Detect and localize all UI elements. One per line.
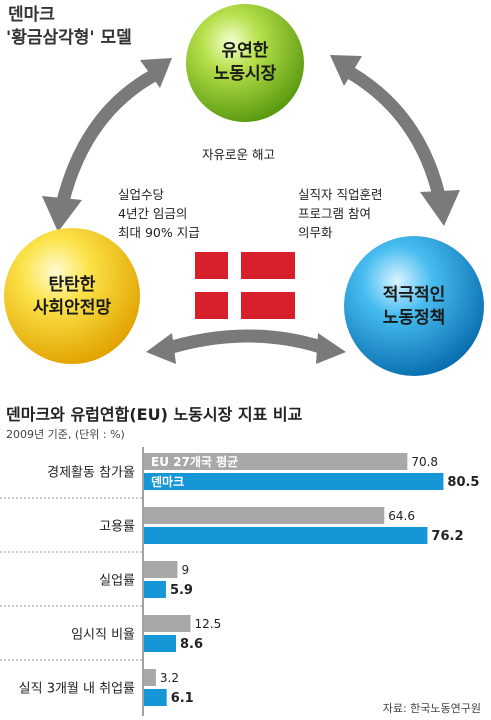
value-label-denmark: 76.2 xyxy=(431,529,463,544)
arrow-right xyxy=(338,62,447,202)
value-label-denmark: 80.5 xyxy=(447,475,479,490)
note-firing: 자유로운 해고 xyxy=(202,147,275,162)
denmark-flag xyxy=(195,252,295,319)
value-label-denmark: 8.6 xyxy=(180,637,203,652)
active-policy-label: 적극적인 노동정책 xyxy=(354,284,474,330)
category-label: 임시직 비율 xyxy=(71,628,135,643)
diagram-title-line1: 덴마크 xyxy=(8,5,55,25)
bar-denmark xyxy=(144,581,166,598)
flexible-market-circle xyxy=(186,4,304,122)
safety-net-label: 탄탄한 사회안전망 xyxy=(12,274,132,320)
safety-net-line1: 탄탄한 xyxy=(48,275,96,295)
golden-triangle-diagram xyxy=(4,4,484,376)
active-policy-circle xyxy=(344,236,484,376)
category-label: 실업률 xyxy=(99,574,135,589)
value-label-eu: 64.6 xyxy=(388,509,415,523)
flexible-market-label: 유연한 노동시장 xyxy=(190,40,300,86)
bar-eu xyxy=(144,615,191,632)
bar-denmark xyxy=(144,527,428,544)
flexible-market-line1: 유연한 xyxy=(221,41,269,61)
value-label-eu: 9 xyxy=(181,563,189,577)
arrow-left-head-bottom xyxy=(42,196,82,232)
category-label: 실직 3개월 내 취업률 xyxy=(19,682,135,697)
active-policy-line2: 노동정책 xyxy=(382,308,446,328)
category-label: 경제활동 참가율 xyxy=(47,466,135,481)
arrow-bottom-head-left xyxy=(146,333,176,364)
arrow-bottom-head-right xyxy=(316,333,346,364)
bar-eu xyxy=(144,669,156,686)
active-policy-line1: 적극적인 xyxy=(382,285,446,305)
value-label-denmark: 6.1 xyxy=(171,691,194,706)
bar-eu xyxy=(144,561,178,578)
safety-net-line2: 사회안전망 xyxy=(32,298,112,318)
legend-series-name: 덴마크 xyxy=(151,474,184,489)
arrow-left xyxy=(55,66,163,207)
value-label-eu: 3.2 xyxy=(160,671,179,685)
bar-eu xyxy=(144,453,408,470)
arrow-left-head-top xyxy=(140,58,172,88)
safety-net-circle xyxy=(4,228,140,364)
bar-eu xyxy=(144,507,385,524)
bar-denmark xyxy=(144,689,167,706)
arrow-right-head-top xyxy=(330,55,362,86)
note-training: 실직자 직업훈련 프로그램 참여 의무화 xyxy=(298,187,383,240)
source-note: 자료: 한국노동연구원 xyxy=(382,702,481,715)
flexible-market-line2: 노동시장 xyxy=(213,64,277,84)
chart-title: 덴마크와 유럽연합(EU) 노동시장 지표 비교 xyxy=(6,405,303,424)
arrow-bottom xyxy=(160,329,333,357)
note-benefit: 실업수당 4년간 임금의 최대 90% 지급 xyxy=(118,187,200,240)
legend-series-name: EU 27개국 평균 xyxy=(151,455,238,469)
diagram-title-line2: '황금삼각형' 모델 xyxy=(6,28,132,48)
value-label-denmark: 5.9 xyxy=(170,583,193,598)
category-label: 고용률 xyxy=(99,520,135,535)
bar-denmark xyxy=(144,635,176,652)
arrow-right-head-bottom xyxy=(420,190,460,226)
chart-subtitle: 2009년 기준, (단위 : %) xyxy=(6,428,125,441)
bar-denmark xyxy=(144,473,444,490)
value-label-eu: 70.8 xyxy=(411,455,438,469)
value-label-eu: 12.5 xyxy=(194,617,221,631)
